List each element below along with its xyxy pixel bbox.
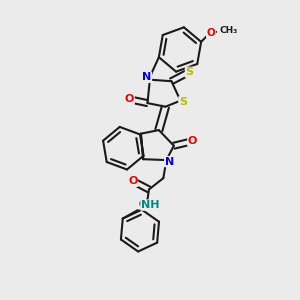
Text: S: S (185, 67, 194, 77)
Text: O: O (128, 176, 137, 186)
Text: NH: NH (141, 200, 159, 210)
Text: CH₃: CH₃ (139, 200, 156, 209)
Text: N: N (165, 157, 174, 166)
Text: O: O (207, 28, 215, 38)
Text: O: O (188, 136, 197, 146)
Text: N: N (142, 72, 152, 82)
Text: O: O (125, 94, 134, 104)
Text: S: S (179, 97, 187, 107)
Text: CH₃: CH₃ (219, 26, 237, 35)
